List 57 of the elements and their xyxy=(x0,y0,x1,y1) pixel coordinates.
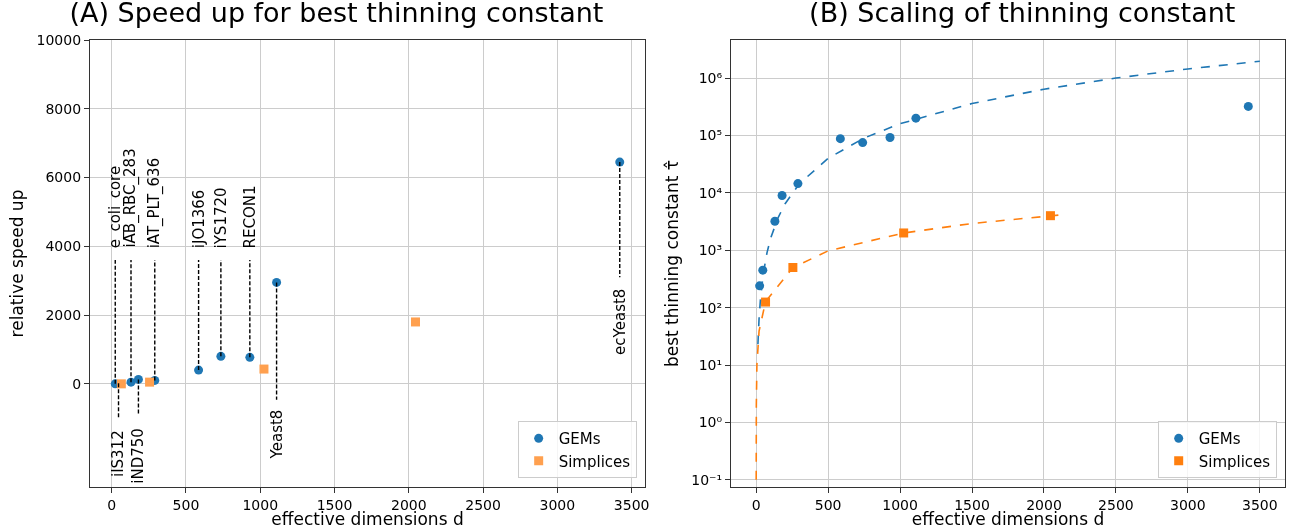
y-tick-label: 10² xyxy=(698,299,723,316)
point xyxy=(885,133,895,143)
annotation: iND750 xyxy=(129,428,148,484)
legend-label: GEMs xyxy=(1198,430,1241,449)
line-series xyxy=(755,214,1060,481)
y-axis-title: best thinning constant τ̂ xyxy=(661,159,682,368)
y-tick-label: 10⁶ xyxy=(698,69,723,86)
annotation: Yeast8 xyxy=(267,409,286,460)
chart-title: (A) Speed up for best thinning constant xyxy=(69,0,604,28)
x-tick-label: 500 xyxy=(814,496,842,513)
y-axis-title: relative speed up xyxy=(7,189,28,338)
annotation: RECON1 xyxy=(241,185,260,249)
x-tick-label: 0 xyxy=(751,496,761,513)
x-tick-label: 3500 xyxy=(613,496,650,513)
point xyxy=(899,228,909,238)
point xyxy=(835,134,845,144)
y-tick-label: 8000 xyxy=(45,100,82,117)
point xyxy=(116,379,126,389)
y-tick-label: 10⁵ xyxy=(698,127,723,144)
y-tick-label: 0 xyxy=(72,375,82,392)
y-tick-label: 10³ xyxy=(698,242,723,259)
point xyxy=(911,113,921,123)
x-tick-label: 2500 xyxy=(465,496,501,513)
y-tick-label: 4000 xyxy=(45,238,82,255)
legend-label: Simplices xyxy=(1198,452,1271,471)
point xyxy=(145,377,155,387)
x-tick-label: 500 xyxy=(172,496,200,513)
point xyxy=(259,364,269,374)
point xyxy=(1243,101,1253,111)
y-tick-label: 10000 xyxy=(36,31,82,48)
annotation: iJO1366 xyxy=(190,189,208,249)
annotation: iAB_RBC_283 xyxy=(121,148,141,248)
line-series xyxy=(757,60,1261,346)
x-tick-label: 0 xyxy=(107,496,117,513)
y-tick-label: 10⁻¹ xyxy=(691,471,723,488)
point xyxy=(410,317,420,327)
y-tick-label: 6000 xyxy=(45,169,82,186)
x-tick-label: 3000 xyxy=(1170,496,1206,513)
y-tick-label: 10⁴ xyxy=(698,184,723,201)
y-tick-label: 10¹ xyxy=(698,356,723,373)
annotation: iYS1720 xyxy=(212,187,231,249)
point xyxy=(194,365,204,375)
annotation: iIS312 xyxy=(109,430,128,478)
legend-label: Simplices xyxy=(558,452,631,471)
point xyxy=(858,138,868,148)
point xyxy=(133,374,143,384)
y-tick-label: 2000 xyxy=(45,306,82,323)
annotation: iAT_PLT_636 xyxy=(145,157,165,249)
point xyxy=(761,297,771,307)
x-tick-label: 3000 xyxy=(539,496,576,513)
x-tick-label: 3500 xyxy=(1242,496,1278,513)
point xyxy=(272,277,282,287)
annotation: ecYeast8 xyxy=(610,288,629,355)
y-tick-label: 10⁰ xyxy=(698,414,723,431)
legend-label: GEMs xyxy=(558,430,601,449)
point xyxy=(777,190,787,200)
chart-title: (B) Scaling of thinning constant xyxy=(809,0,1236,28)
